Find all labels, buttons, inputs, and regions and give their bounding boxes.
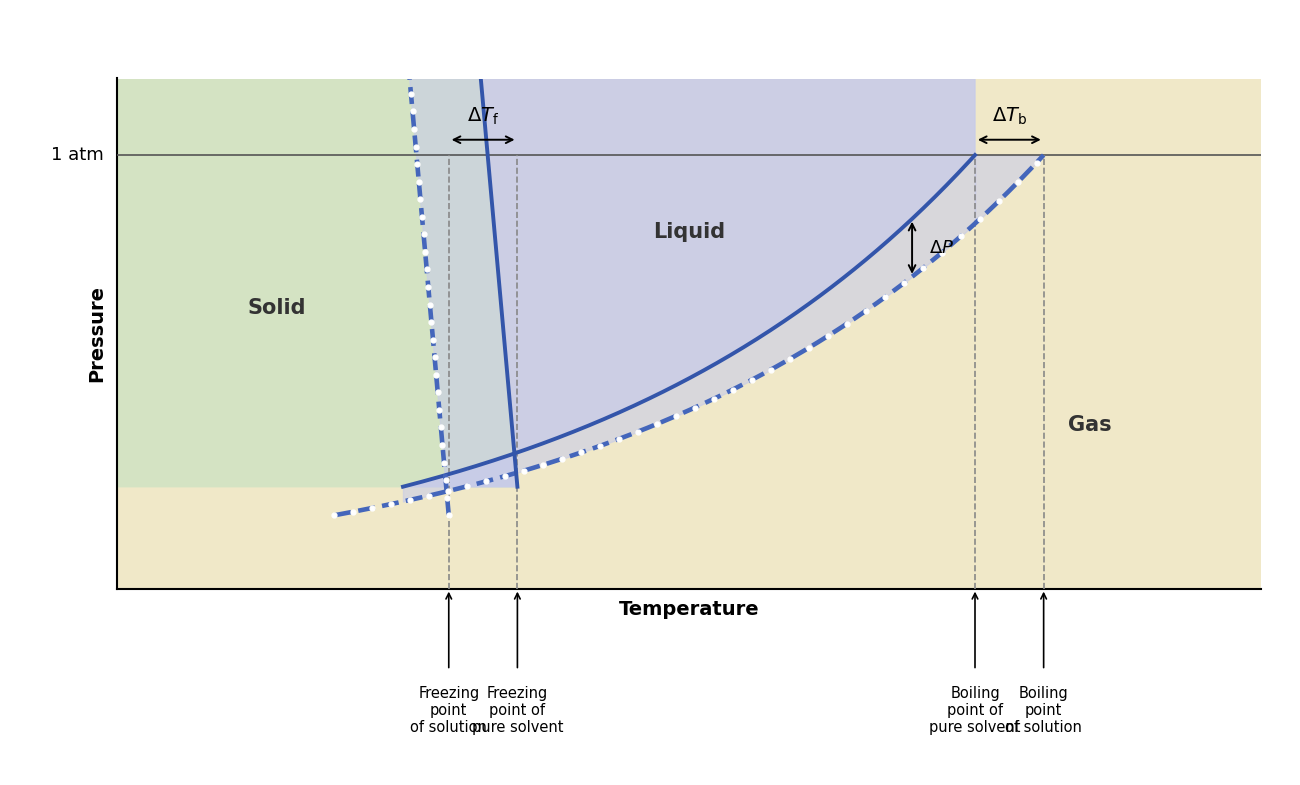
Text: Solid: Solid (248, 298, 307, 318)
Text: $\Delta T_\mathrm{f}$: $\Delta T_\mathrm{f}$ (467, 106, 499, 127)
Y-axis label: Pressure: Pressure (87, 285, 105, 382)
Text: Freezing
point of
pure solvent: Freezing point of pure solvent (472, 686, 563, 736)
Text: Boiling
point
of solution: Boiling point of solution (1005, 686, 1082, 736)
Text: Freezing
point
of solution: Freezing point of solution (411, 686, 488, 736)
Text: $\Delta T_\mathrm{b}$: $\Delta T_\mathrm{b}$ (992, 106, 1027, 127)
Text: $\Delta P$: $\Delta P$ (930, 239, 954, 257)
X-axis label: Temperature: Temperature (619, 600, 759, 619)
Text: 1 atm: 1 atm (51, 146, 103, 164)
Polygon shape (403, 78, 975, 487)
Text: Gas: Gas (1067, 415, 1112, 436)
Text: Boiling
point of
pure solvent: Boiling point of pure solvent (930, 686, 1021, 736)
Polygon shape (410, 78, 517, 487)
Polygon shape (117, 78, 517, 487)
Text: Liquid: Liquid (653, 221, 725, 242)
